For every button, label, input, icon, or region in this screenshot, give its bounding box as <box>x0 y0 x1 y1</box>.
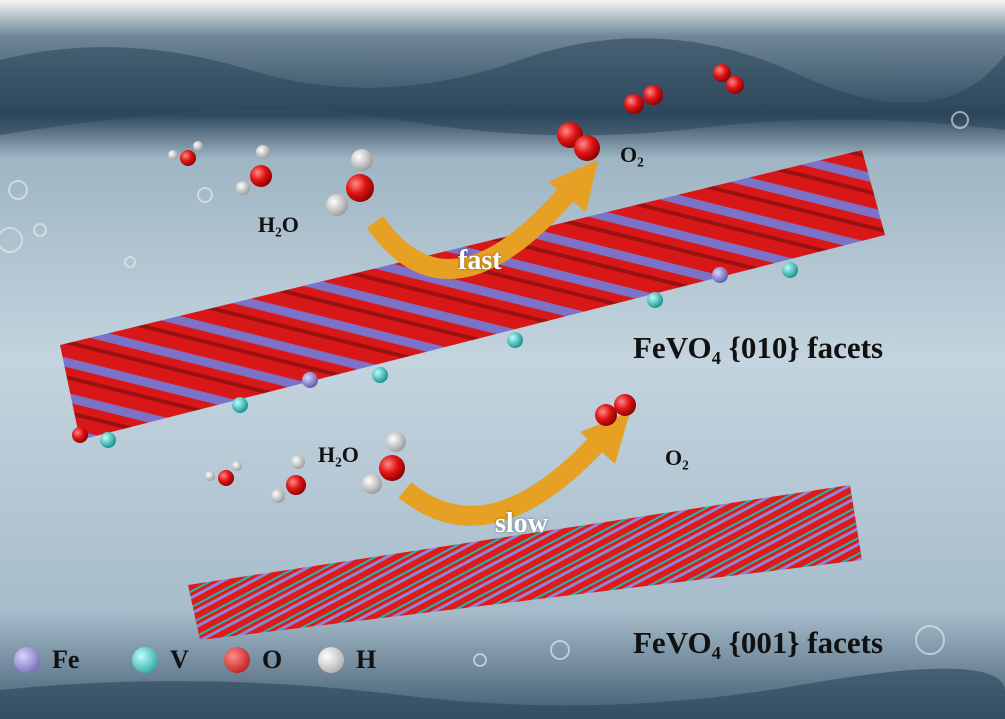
feVO4-010-slab <box>60 150 885 440</box>
fast-label: fast <box>458 245 502 276</box>
upper-water-label: H₂O <box>258 212 299 237</box>
legend-o: O <box>224 645 282 675</box>
upper-slab-atoms <box>72 262 798 448</box>
upper-facet-label: FeVO₄ {010} facets <box>633 330 884 365</box>
legend-v: V <box>132 645 189 675</box>
slow-arrow-head <box>580 412 630 464</box>
fe-atom-icon <box>14 647 40 673</box>
fast-arrow-head <box>548 160 598 212</box>
wave-surface <box>0 38 1005 136</box>
slow-label: slow <box>495 508 548 539</box>
legend-label: Fe <box>52 645 80 674</box>
lower-oxygen-label: O₂ <box>665 445 689 470</box>
oxygen-molecules <box>557 64 744 426</box>
v-atom-icon <box>132 647 158 673</box>
bottom-wave <box>0 668 1005 719</box>
bubbles <box>0 111 969 667</box>
feVO4-001-slab <box>188 485 862 640</box>
lower-water-label: H₂O <box>318 442 359 467</box>
fast-reaction-arrow <box>366 183 578 279</box>
slow-reaction-arrow <box>398 433 608 526</box>
upper-oxygen-label: O₂ <box>620 142 644 167</box>
lower-facet-label: FeVO₄ {001} facets <box>633 625 884 660</box>
legend-label: V <box>170 645 189 674</box>
legend-h: H <box>318 645 376 675</box>
water-molecules <box>168 141 406 503</box>
legend-label: O <box>262 645 283 674</box>
o-atom-icon <box>224 647 250 673</box>
legend-fe: Fe <box>14 645 79 675</box>
h-atom-icon <box>318 647 344 673</box>
legend-label: H <box>356 645 377 674</box>
